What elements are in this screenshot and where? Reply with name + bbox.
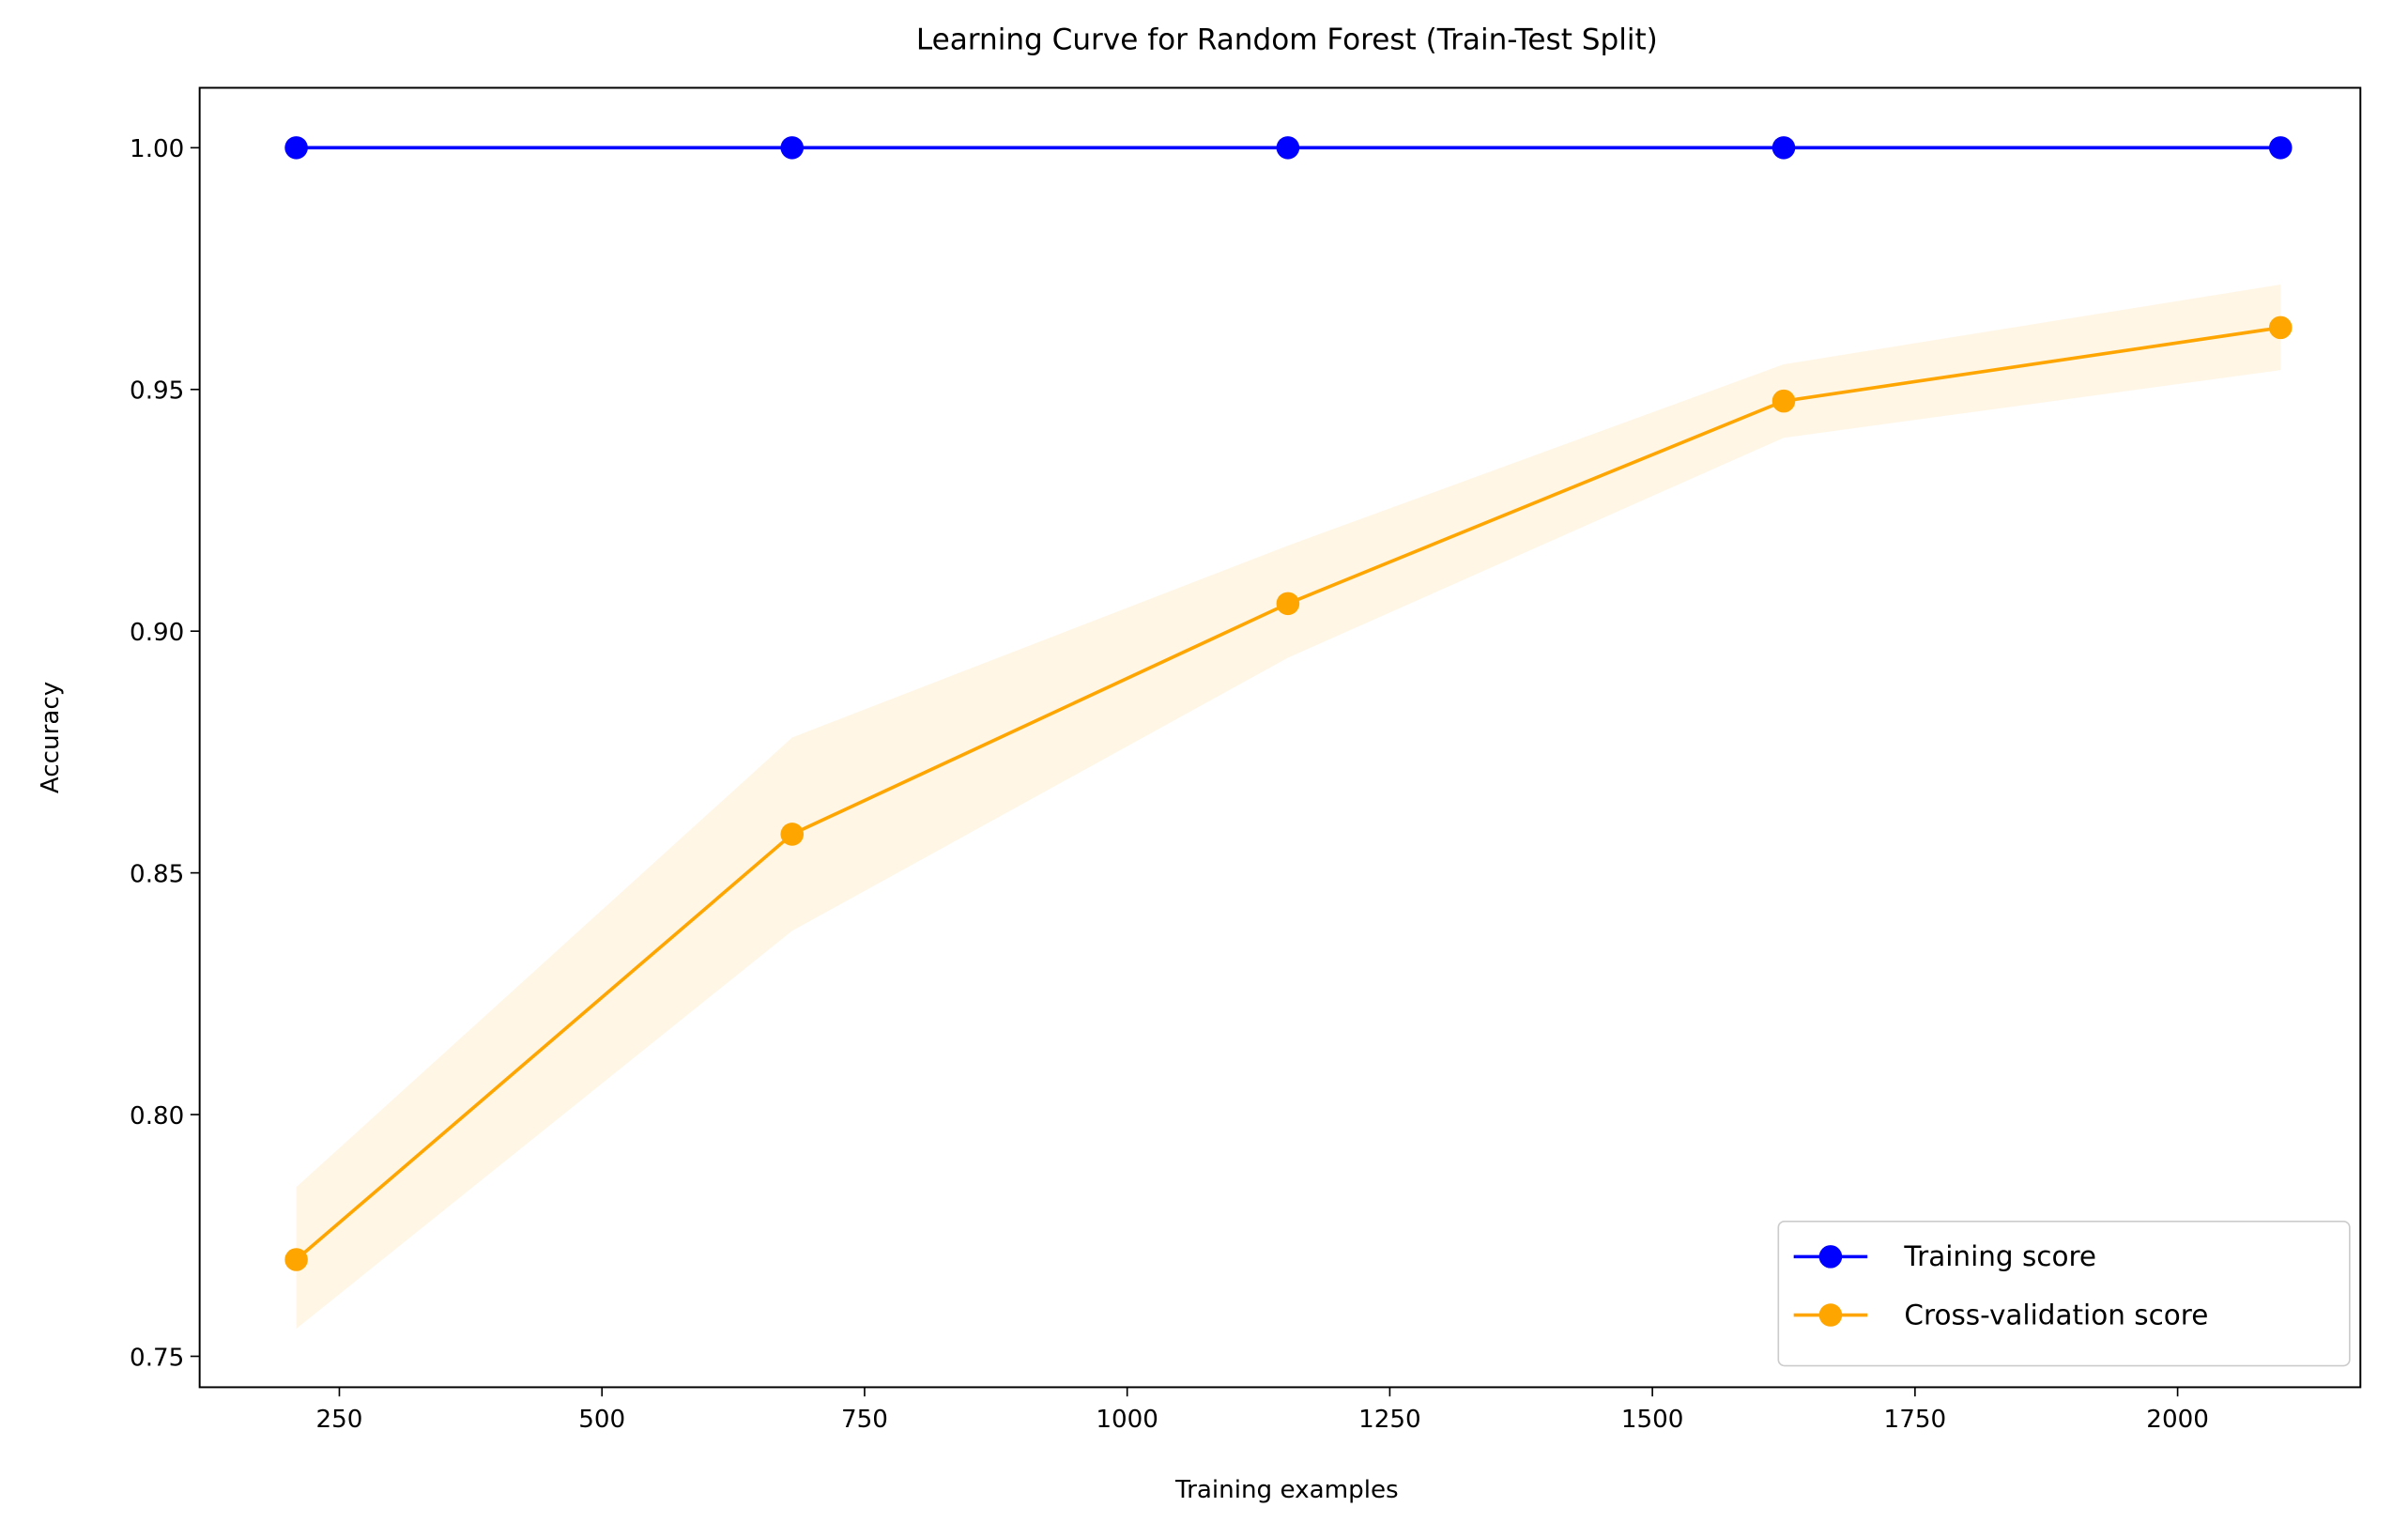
x-tick-label: 250 (316, 1406, 363, 1434)
y-tick-label: 0.75 (130, 1344, 184, 1372)
legend-label: Training score (1903, 1240, 2096, 1272)
confidence-band (296, 285, 2281, 1330)
data-point (1771, 136, 1796, 160)
legend-marker (1818, 1303, 1843, 1327)
y-tick-label: 0.95 (130, 377, 184, 406)
x-tick-label: 1250 (1358, 1406, 1421, 1434)
x-tick-label: 500 (578, 1406, 625, 1434)
data-point (284, 1248, 308, 1271)
data-point (284, 136, 308, 160)
data-point (2268, 136, 2293, 160)
data-point (1276, 136, 1300, 160)
data-point (1771, 389, 1796, 413)
legend-box (1777, 1220, 2351, 1367)
x-tick-label: 750 (841, 1406, 888, 1434)
y-axis-label: Accuracy (37, 682, 65, 793)
x-tick-label: 1750 (1884, 1406, 1947, 1434)
y-tick-label: 1.00 (130, 135, 184, 163)
y-tick-label: 0.80 (130, 1102, 184, 1130)
plot-frame (198, 86, 2362, 1389)
data-point (2268, 315, 2293, 340)
x-tick-label: 1000 (1096, 1406, 1158, 1434)
data-point (1276, 592, 1300, 616)
data-point (780, 823, 805, 846)
x-axis-label: Training examples (1174, 1476, 1399, 1504)
data-point (780, 136, 805, 160)
y-tick-label: 0.90 (130, 619, 184, 647)
legend-marker (1818, 1245, 1843, 1269)
chart-title: Learning Curve for Random Forest (Train-… (916, 23, 1658, 57)
y-tick-label: 0.85 (130, 860, 184, 888)
x-tick-label: 2000 (2146, 1406, 2209, 1434)
x-tick-label: 1500 (1621, 1406, 1684, 1434)
legend-label: Cross-validation score (1904, 1299, 2208, 1330)
